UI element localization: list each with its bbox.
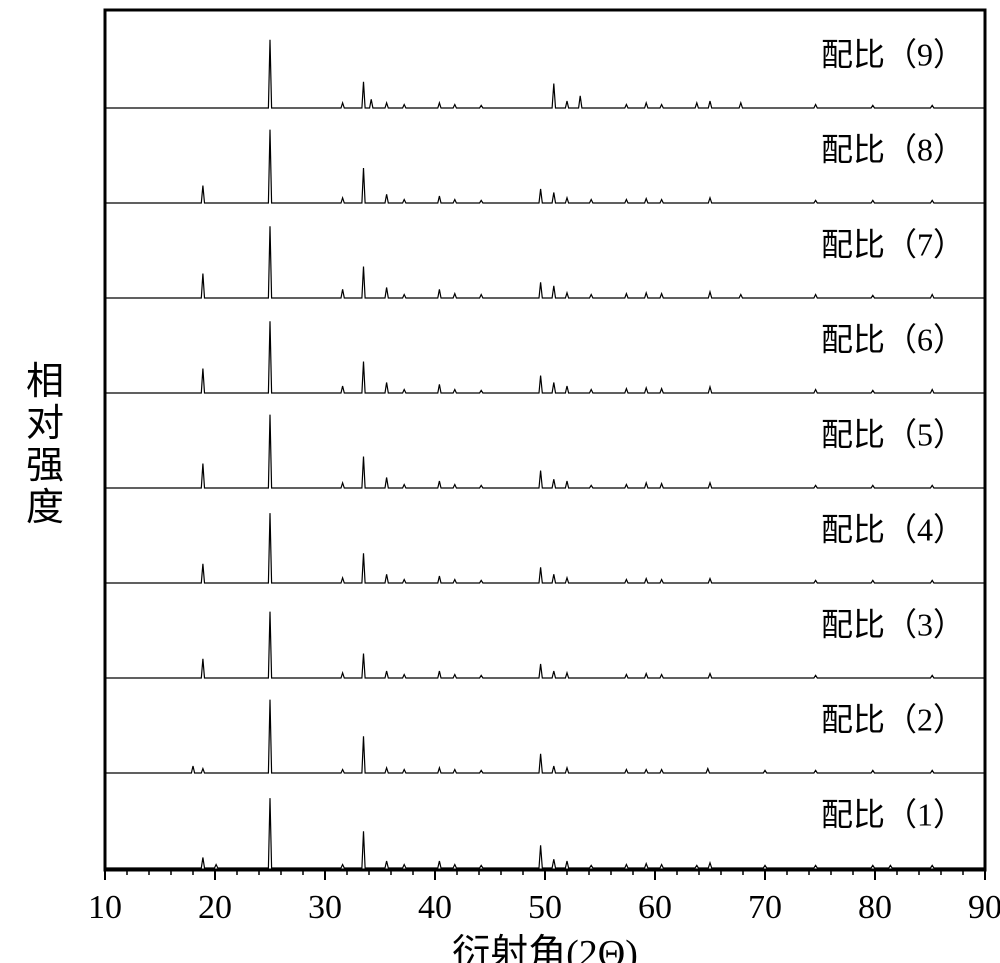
x-tick-label: 30 — [308, 889, 342, 926]
series-label: 配比（8） — [821, 131, 965, 167]
series-label: 配比（6） — [821, 321, 965, 357]
x-tick-label: 70 — [748, 889, 782, 926]
xrd-chart: 10 20 30 40 50 60 70 80 90 衍射角(2Θ) 相对强度配比（1） 配比（2） 配… — [0, 0, 1000, 963]
y-axis-label-char: 强 — [26, 445, 64, 487]
y-axis-label-char: 相 — [26, 361, 64, 403]
x-tick-label: 10 — [88, 889, 122, 926]
series-label: 配比（3） — [821, 606, 965, 642]
x-tick-label: 80 — [858, 889, 892, 926]
series-label: 配比（9） — [821, 36, 965, 72]
x-tick-label: 60 — [638, 889, 672, 926]
y-axis-label-char: 对 — [26, 403, 64, 445]
x-tick-label: 20 — [198, 889, 232, 926]
series-label: 配比（2） — [821, 701, 965, 737]
x-axis-label: 衍射角(2Θ) — [452, 933, 638, 963]
x-tick-label: 40 — [418, 889, 452, 926]
series-label: 配比（1） — [821, 796, 965, 832]
series-label: 配比（4） — [821, 511, 965, 547]
y-axis-label-char: 度 — [26, 487, 64, 529]
x-tick-label: 90 — [968, 889, 1000, 926]
series-label: 配比（5） — [821, 416, 965, 452]
x-tick-label: 50 — [528, 889, 562, 926]
series-label: 配比（7） — [821, 226, 965, 262]
